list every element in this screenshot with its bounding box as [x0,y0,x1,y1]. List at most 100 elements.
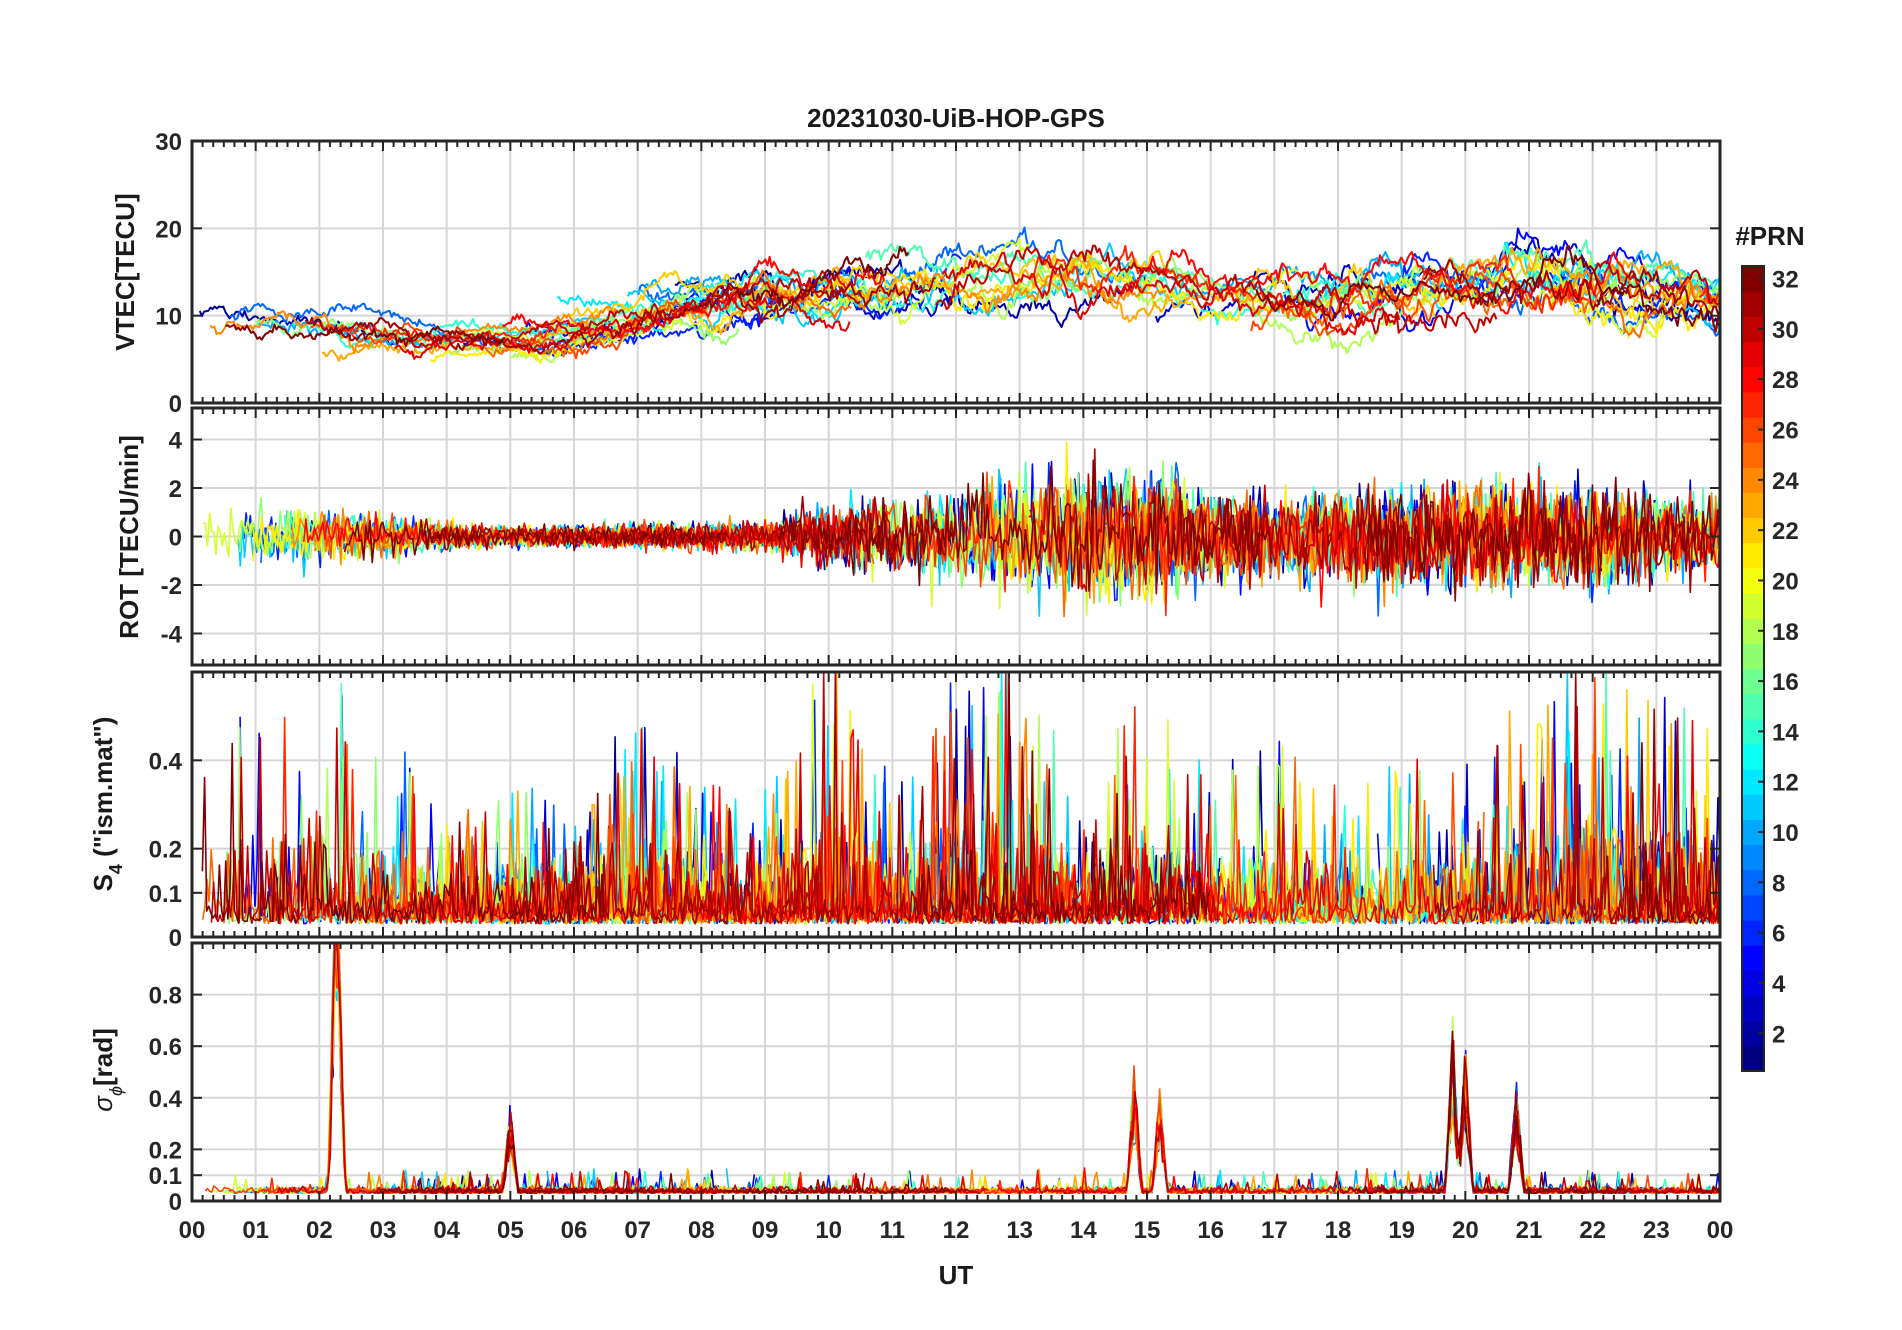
colorbar-swatch [1742,1045,1764,1072]
y-tick-label: 2 [169,476,182,503]
colorbar-tick-label: 24 [1772,468,1799,495]
prn-trace [1356,1030,1627,1194]
colorbar-tick-label: 30 [1772,317,1799,344]
colorbar-swatch [1742,266,1764,292]
prn-trace [1349,1057,1721,1194]
panel-rot: -4 -2 0 2 4 ROT [TECU/min] [114,406,1722,667]
prn-trace [626,242,1185,332]
colorbar-swatch [1742,618,1764,644]
y-tick-label: 0 [169,525,182,552]
x-tick-label: 02 [306,1217,333,1244]
y-tick-label: -4 [161,621,183,648]
colorbar-swatch [1742,291,1764,317]
colorbar-swatch [1742,844,1764,871]
colorbar-swatch [1742,542,1764,569]
s4-y-ticks: 0 0.1 0.2 0.4 [149,672,1721,952]
x-tick-label: 03 [370,1217,397,1244]
rot-y-ticks: -4 -2 0 2 4 [161,408,1721,665]
colorbar-tick-label: 16 [1772,669,1799,696]
prn-trace [211,942,626,1194]
s4-ylabel: S4 ("ism.mat") [88,717,126,892]
panel-s4: 0 0.1 0.2 0.4 S4 ("ism.mat") [88,670,1722,952]
y-tick-label: 0 [169,391,182,418]
prn-trace [251,942,535,1194]
y-tick-label: 0.2 [149,837,182,864]
y-tick-label: 0.6 [149,1034,182,1061]
colorbar-tick-label: 14 [1772,719,1799,746]
prn-trace [1692,1184,1721,1194]
prn-trace [1030,245,1589,319]
colorbar-swatch [1742,995,1764,1022]
colorbar-swatch [1742,894,1764,921]
colorbar-tick-label: 4 [1772,971,1786,998]
colorbar-swatch [1742,391,1764,418]
prn-trace [294,942,650,1194]
colorbar-swatch [1742,341,1764,368]
colorbar-tick-label: 20 [1772,568,1799,595]
prn-trace [1013,755,1221,925]
x-tick-label: 15 [1134,1217,1161,1244]
x-tick-label: 06 [561,1217,588,1244]
colorbar-tick-label: 18 [1772,619,1799,646]
prn-trace [1143,1044,1561,1194]
prn-trace [852,253,1373,326]
vtec-series [198,226,1721,364]
sigma-phi-y-ticks: 00.10.2 0.4 0.6 0.8 [149,943,1721,1216]
sigma-phi-series [204,942,1721,1195]
prn-trace [1628,742,1721,925]
y-tick-label: 10 [155,304,182,331]
prn-trace [423,495,955,565]
colorbar-frame [1741,265,1765,1072]
prn-trace [308,942,819,1194]
colorbar-swatch [1742,869,1764,896]
x-tick-label: 04 [433,1217,460,1244]
chart-title: 20231030-UiB-HOP-GPS [807,103,1105,133]
prn-trace [375,1143,691,1194]
x-tick-label: 10 [815,1217,842,1244]
colorbar-tick-label: 26 [1772,418,1799,445]
y-tick-label: 30 [155,129,182,156]
colorbar-swatch [1742,366,1764,393]
x-tick-label: 21 [1516,1217,1543,1244]
sigma-phi-grid [192,943,1720,1201]
prn-trace [318,942,599,1195]
prn-trace [226,942,511,1195]
colorbar-swatch [1742,416,1764,443]
prn-trace [204,942,633,1194]
colorbar-tick-label: 12 [1772,770,1799,797]
prn-trace [723,1180,953,1195]
y-tick-label: 0.1 [149,1163,182,1190]
colorbar-swatch [1742,316,1764,342]
prn-trace [1366,1041,1721,1194]
x-tick-label: 09 [752,1217,779,1244]
prn-trace [698,245,910,310]
x-tick-label: 14 [1070,1217,1097,1244]
prn-trace [420,503,897,570]
prn-trace [1084,1044,1692,1194]
prn-trace [941,251,1401,336]
x-tick-label: 00 [1707,1217,1734,1244]
prn-trace [1423,259,1721,333]
colorbar-swatch [1742,945,1764,971]
y-tick-label: 0 [169,925,182,952]
prn-trace [1025,1039,1654,1194]
y-tick-label: 0.1 [149,881,182,908]
x-tick-label: 16 [1197,1217,1224,1244]
prn-trace [397,270,862,349]
x-tick-label: 05 [497,1217,524,1244]
prn-trace [1586,260,1721,306]
colorbar-swatch [1742,643,1764,669]
colorbar-tick-label: 28 [1772,367,1799,394]
prn-trace [1698,286,1721,303]
x-tick-label: 13 [1006,1217,1033,1244]
prn-trace [881,226,1143,293]
rot-series [203,441,1721,618]
prn-trace [484,269,852,358]
colorbar-tick-label: 8 [1772,870,1785,897]
colorbar-swatch [1742,668,1764,695]
rot-ylabel: ROT [TECU/min] [114,435,144,639]
colorbar-swatch [1742,743,1764,770]
prn-trace [501,255,886,339]
y-tick-label: 0.2 [149,1137,182,1164]
